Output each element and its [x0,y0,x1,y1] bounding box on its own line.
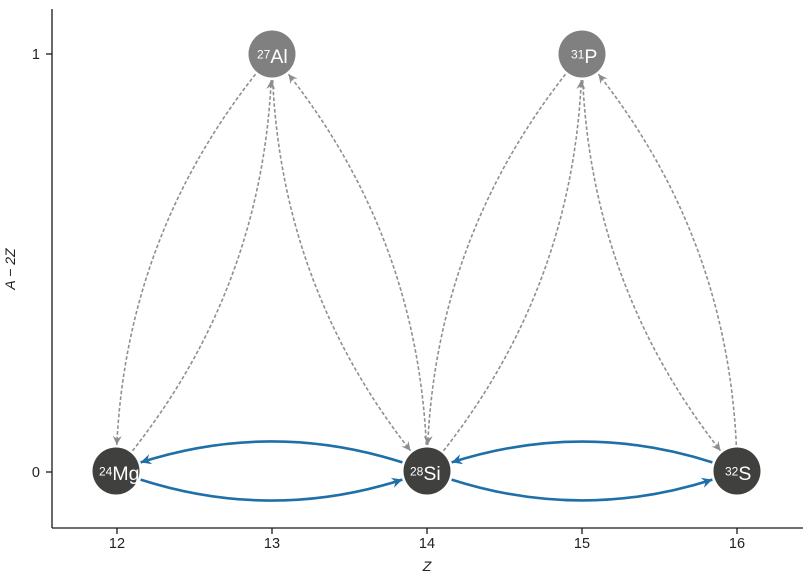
svg-text:14: 14 [419,536,435,552]
svg-text:A − 2Z: A − 2Z [2,248,18,291]
svg-text:16: 16 [729,536,745,552]
svg-text:Z: Z [422,558,432,574]
svg-text:0: 0 [32,465,40,481]
svg-text:12: 12 [109,536,125,552]
svg-text:15: 15 [574,536,590,552]
svg-text:13: 13 [264,536,280,552]
svg-text:1: 1 [32,47,40,63]
